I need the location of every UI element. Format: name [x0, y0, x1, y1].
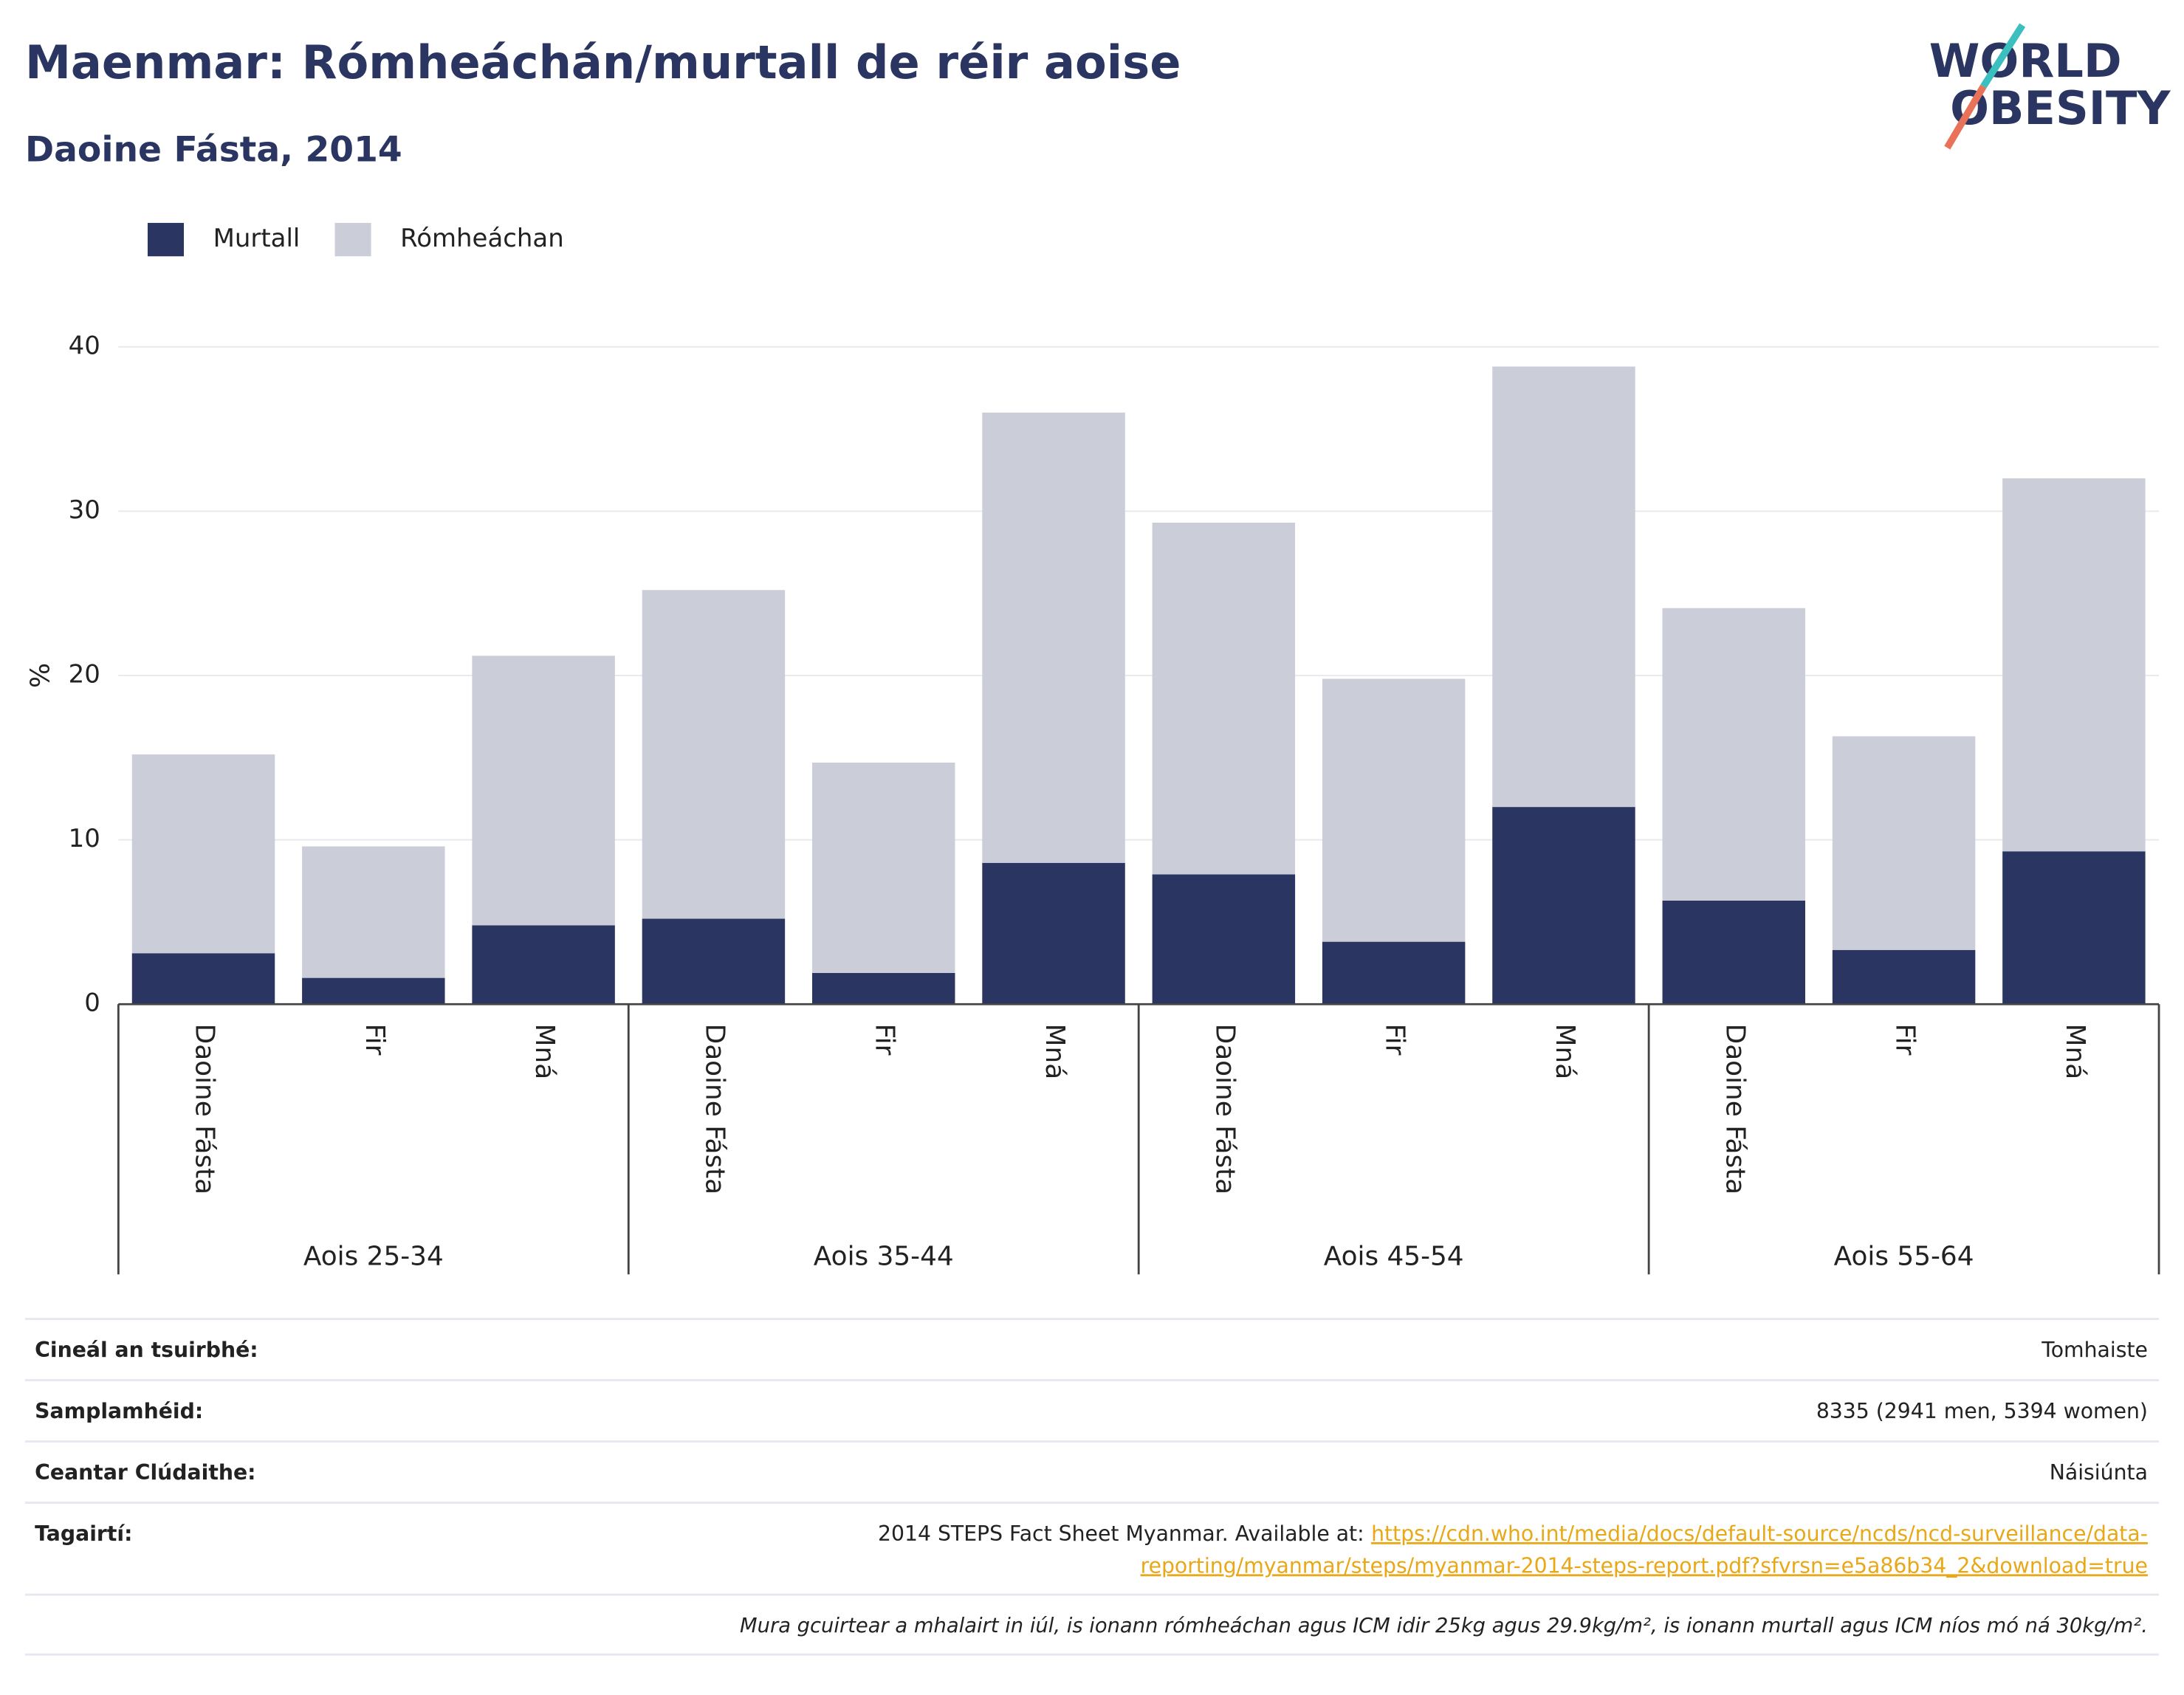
y-axis-label: % — [26, 663, 56, 688]
bar-segment — [1492, 366, 1635, 808]
bar-segment — [1832, 949, 1976, 1005]
bar-segment — [472, 656, 615, 926]
bar-segment — [982, 412, 1125, 863]
bar-segment — [982, 862, 1125, 1005]
group-label: Aois 35-44 — [814, 1242, 954, 1272]
logo-slash — [1944, 84, 1987, 150]
bar-segment — [302, 977, 445, 1005]
bar-segment — [642, 590, 786, 919]
row-value: Tomhaiste — [2041, 1338, 2148, 1362]
footnote: Mura gcuirtear a mhalairt in iúl, is ion… — [740, 1615, 2148, 1637]
chart-title: Maenmar: Rómheáchán/murtall de réir aois… — [25, 35, 1181, 89]
bar-segment — [1832, 736, 1976, 950]
row-label: Ceantar Clúdaithe: — [35, 1460, 255, 1485]
bar-segment — [1152, 874, 1296, 1005]
x-tick-label: Fir — [870, 1024, 900, 1056]
bar-segment — [1322, 678, 1466, 942]
row-label: Tagairtí: — [35, 1522, 132, 1546]
logo-slash — [1980, 23, 2026, 89]
row-label: Samplamhéid: — [35, 1399, 203, 1423]
y-tick-label: 20 — [69, 660, 100, 690]
chart-subtitle: Daoine Fásta, 2014 — [25, 130, 402, 171]
bar-segment — [812, 763, 955, 973]
logo-text: OBESITY — [1950, 81, 2171, 135]
group-label: Aois 25-34 — [303, 1242, 444, 1272]
x-tick-label: Fir — [360, 1024, 390, 1056]
x-tick-label: Mná — [2060, 1024, 2090, 1080]
bar-segment — [812, 972, 955, 1005]
bar-segment — [1322, 941, 1466, 1005]
bar-segment — [1662, 900, 1806, 1005]
x-tick-label: Mná — [1040, 1024, 1070, 1080]
bar-segment — [2002, 851, 2146, 1005]
legend-swatch — [147, 222, 185, 257]
legend-swatch — [334, 222, 371, 257]
y-tick-label: 40 — [69, 331, 100, 360]
row-value: Náisiúnta — [2050, 1460, 2148, 1485]
reference-link[interactable]: https://cdn.who.int/media/docs/default-s… — [1371, 1522, 2148, 1546]
x-tick-label: Daoine Fásta — [1720, 1024, 1750, 1195]
group-label: Aois 55-64 — [1834, 1242, 1974, 1272]
reference-link[interactable]: reporting/myanmar/steps/myanmar-2014-ste… — [1141, 1553, 2148, 1578]
logo-text: WORLD — [1929, 34, 2122, 88]
group-label: Aois 45-54 — [1324, 1242, 1464, 1272]
x-tick-label: Fir — [1890, 1024, 1920, 1056]
x-tick-label: Daoine Fásta — [699, 1024, 729, 1195]
legend-label: Rómheáchan — [400, 224, 564, 253]
bar-segment — [302, 846, 445, 978]
bar-segment — [1492, 807, 1635, 1005]
y-tick-label: 10 — [69, 824, 100, 853]
reference-text: 2014 STEPS Fact Sheet Myanmar. Available… — [878, 1522, 1364, 1546]
x-tick-label: Daoine Fásta — [1209, 1024, 1240, 1195]
x-tick-label: Fir — [1380, 1024, 1410, 1056]
row-value: 8335 (2941 men, 5394 women) — [1816, 1399, 2148, 1423]
bar-segment — [1662, 608, 1806, 901]
legend-label: Murtall — [213, 224, 301, 253]
y-tick-label: 0 — [84, 989, 100, 1018]
bar-segment — [642, 918, 786, 1005]
x-tick-label: Daoine Fásta — [190, 1024, 220, 1195]
bar-segment — [2002, 478, 2146, 852]
x-tick-label: Mná — [529, 1024, 560, 1080]
y-tick-label: 30 — [69, 495, 100, 525]
bar-segment — [131, 953, 275, 1005]
bar-segment — [1152, 522, 1296, 875]
bar-segment — [472, 925, 615, 1005]
bar-segment — [131, 754, 275, 954]
x-tick-label: Mná — [1550, 1024, 1580, 1080]
row-label: Cineál an tsuirbhé: — [35, 1338, 258, 1362]
